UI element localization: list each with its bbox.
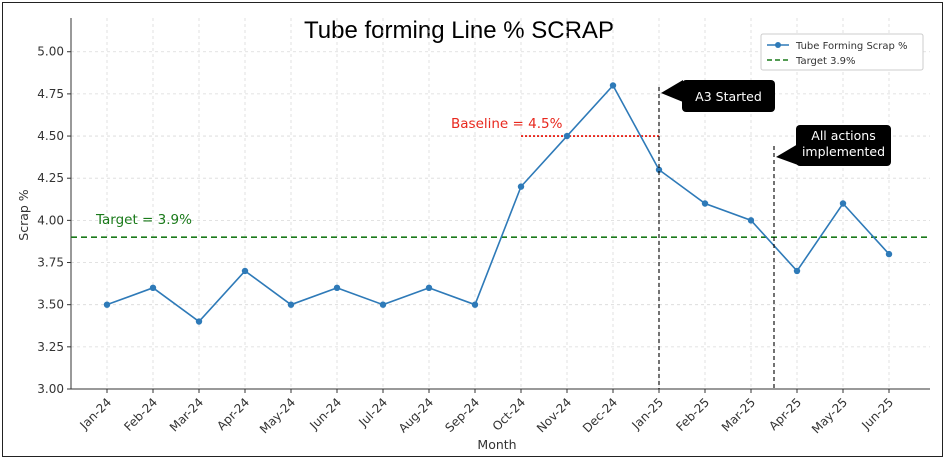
callout-pointer <box>776 144 798 165</box>
data-point <box>287 301 295 308</box>
y-tick-label: 4.75 <box>37 87 64 101</box>
y-tick-label: 3.00 <box>37 382 64 396</box>
chart-title: Tube forming Line % SCRAP <box>304 17 614 44</box>
legend-box <box>760 33 924 71</box>
x-tick-label: Feb-24 <box>121 395 160 434</box>
y-tick-label: 3.25 <box>37 340 64 354</box>
data-point <box>241 267 249 275</box>
callout-pointer <box>661 80 683 102</box>
target-label: Target = 3.9% <box>95 212 192 228</box>
x-tick-label: Mar-25 <box>719 395 758 434</box>
x-tick-label: Jan-25 <box>629 395 667 433</box>
x-tick-label: Apr-24 <box>214 395 252 433</box>
x-tick-label: Nov-24 <box>534 395 574 435</box>
callout-label-actions: All actions <box>811 128 875 143</box>
x-tick-label: Oct-24 <box>490 395 528 433</box>
data-point <box>747 217 755 224</box>
data-point <box>379 301 387 308</box>
x-tick-label: Sep-24 <box>442 395 482 435</box>
x-tick-label: Jun-24 <box>306 395 344 433</box>
y-tick-label: 4.00 <box>37 213 64 227</box>
data-point <box>793 267 801 275</box>
data-point <box>517 183 525 190</box>
callout-label-a3: A3 Started <box>695 89 762 104</box>
data-point <box>149 284 157 292</box>
x-tick-label: Feb-25 <box>673 395 712 434</box>
series-line <box>106 84 890 323</box>
y-tick-label: 3.50 <box>37 298 64 312</box>
x-tick-label: May-24 <box>257 395 298 436</box>
legend-target-label: Target 3.9% <box>795 56 856 67</box>
data-point <box>471 301 479 308</box>
y-tick-label: 3.75 <box>37 256 64 270</box>
x-tick-label: Jun-25 <box>858 395 896 433</box>
x-tick-label: Jan-24 <box>77 395 115 433</box>
data-point <box>425 284 433 292</box>
series-layer <box>103 82 893 325</box>
data-point <box>103 301 111 308</box>
baseline-label: Baseline = 4.5% <box>451 116 563 132</box>
callout-box <box>796 125 891 166</box>
y-axis-label: Scrap % <box>16 189 31 241</box>
x-tick-label: May-25 <box>809 395 850 436</box>
data-point <box>333 284 341 292</box>
x-tick-label: Mar-24 <box>167 395 206 434</box>
legend-series-marker <box>775 42 781 48</box>
data-point <box>885 250 893 258</box>
data-point <box>839 200 847 207</box>
data-point <box>195 318 203 325</box>
legend-series-label: Tube Forming Scrap % <box>795 41 908 52</box>
callout-label-actions: implemented <box>802 144 885 159</box>
y-tick-label: 5.00 <box>37 45 64 59</box>
data-point <box>563 132 571 140</box>
legend: Tube Forming Scrap % Target 3.9% <box>760 33 924 71</box>
callout-box <box>682 80 775 112</box>
data-point <box>655 166 663 173</box>
x-tick-label: Aug-24 <box>396 395 436 435</box>
y-tick-label: 4.50 <box>37 129 64 143</box>
chart-frame <box>2 2 943 457</box>
data-point <box>609 82 617 89</box>
y-tick-label: 4.25 <box>37 171 64 185</box>
x-tick-label: Jul-24 <box>355 395 390 430</box>
reference-lines: Target = 3.9% Baseline = 4.5% <box>71 116 930 239</box>
x-axis-label: Month <box>477 437 516 452</box>
x-tick-label: Dec-24 <box>580 395 620 435</box>
grid <box>71 18 930 390</box>
data-point <box>701 200 709 207</box>
x-tick-label: Apr-25 <box>766 395 804 433</box>
